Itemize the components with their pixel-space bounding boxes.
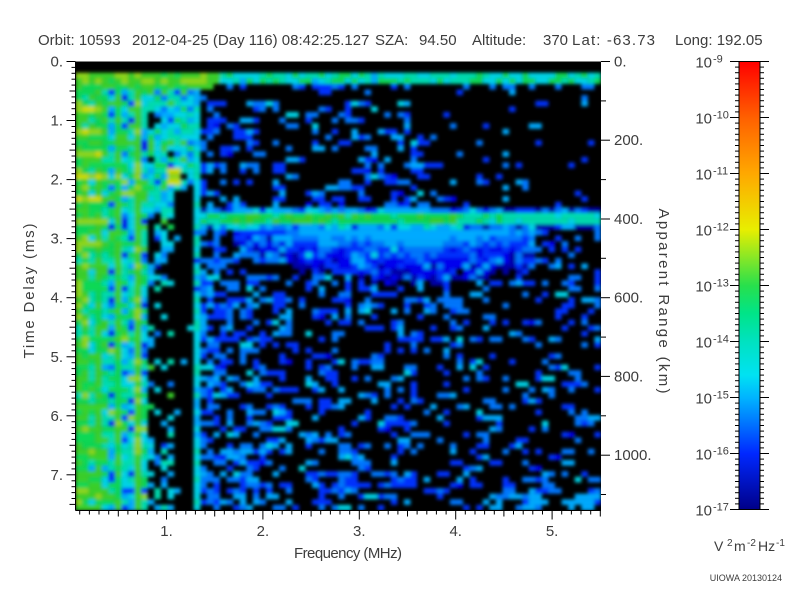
svg-text:-9: -9 bbox=[713, 54, 723, 66]
svg-text:94.50: 94.50 bbox=[419, 32, 457, 49]
svg-text:5.: 5. bbox=[50, 349, 63, 366]
svg-text:4.: 4. bbox=[50, 290, 63, 307]
svg-text:10: 10 bbox=[695, 335, 712, 352]
svg-text:10: 10 bbox=[695, 111, 712, 128]
svg-text:800.: 800. bbox=[614, 368, 643, 385]
svg-text:400.: 400. bbox=[614, 211, 643, 228]
svg-text:-11: -11 bbox=[713, 166, 728, 178]
svg-text:Orbit: 10593: Orbit: 10593 bbox=[38, 32, 121, 49]
svg-text:10: 10 bbox=[695, 223, 712, 240]
svg-text:5.: 5. bbox=[546, 523, 559, 540]
svg-text:2: 2 bbox=[727, 538, 733, 549]
svg-text:10: 10 bbox=[695, 447, 712, 464]
svg-text:Frequency (MHz): Frequency (MHz) bbox=[294, 545, 402, 562]
svg-text:UIOWA 20130124: UIOWA 20130124 bbox=[710, 573, 782, 583]
svg-text:Apparent Range (km): Apparent Range (km) bbox=[655, 209, 672, 394]
svg-text:1000.: 1000. bbox=[614, 447, 652, 464]
svg-text:600.: 600. bbox=[614, 290, 643, 307]
svg-text:-14: -14 bbox=[713, 334, 729, 346]
svg-text:Altitude:: Altitude: bbox=[472, 32, 526, 49]
svg-text:-16: -16 bbox=[713, 446, 729, 458]
svg-text:-1: -1 bbox=[776, 538, 785, 549]
svg-text:Long: 192.05: Long: 192.05 bbox=[675, 32, 763, 49]
svg-text:-13: -13 bbox=[713, 278, 729, 290]
svg-text:-17: -17 bbox=[713, 502, 729, 514]
svg-text:4.: 4. bbox=[449, 523, 462, 540]
svg-text:2012-04-25 (Day 116) 08:42:25.: 2012-04-25 (Day 116) 08:42:25.127 bbox=[132, 32, 369, 49]
svg-text:10: 10 bbox=[695, 167, 712, 184]
svg-text:3.: 3. bbox=[50, 231, 63, 248]
svg-text:m: m bbox=[734, 538, 746, 554]
svg-text:0.: 0. bbox=[614, 54, 627, 71]
svg-text:2.: 2. bbox=[257, 523, 270, 540]
svg-text:-10: -10 bbox=[713, 110, 729, 122]
svg-text:0.: 0. bbox=[50, 54, 63, 71]
svg-text:370: 370 bbox=[543, 32, 568, 49]
svg-text:7.: 7. bbox=[50, 467, 63, 484]
svg-text:2.: 2. bbox=[50, 172, 63, 189]
svg-text:10: 10 bbox=[695, 391, 712, 408]
svg-text:1.: 1. bbox=[160, 523, 173, 540]
svg-text:6.: 6. bbox=[50, 408, 63, 425]
svg-text:10: 10 bbox=[695, 279, 712, 296]
svg-text:10: 10 bbox=[695, 503, 712, 520]
svg-text:10: 10 bbox=[695, 55, 712, 72]
svg-text:-12: -12 bbox=[713, 222, 729, 234]
svg-text:200.: 200. bbox=[614, 132, 643, 149]
svg-text:V: V bbox=[714, 538, 724, 554]
svg-text:SZA:: SZA: bbox=[375, 32, 408, 49]
svg-text:Time Delay (ms): Time Delay (ms) bbox=[21, 224, 38, 359]
svg-text:-2: -2 bbox=[747, 538, 756, 549]
svg-text:1.: 1. bbox=[50, 113, 63, 130]
svg-text:Lat: -63.73: Lat: -63.73 bbox=[572, 32, 655, 49]
svg-text:3.: 3. bbox=[353, 523, 366, 540]
svg-text:Hz: Hz bbox=[758, 538, 775, 554]
svg-text:-15: -15 bbox=[713, 390, 729, 402]
